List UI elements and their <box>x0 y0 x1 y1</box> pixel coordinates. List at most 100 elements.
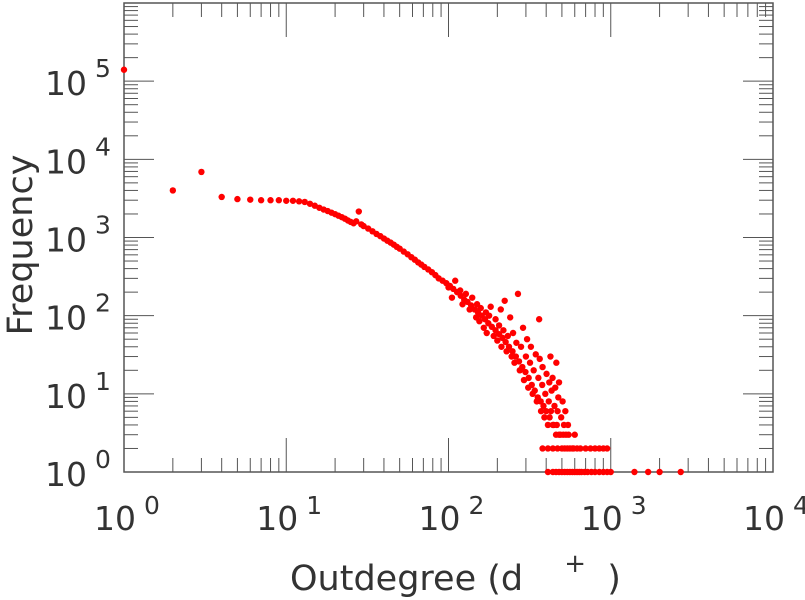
data-point <box>459 301 466 308</box>
data-point <box>445 284 452 291</box>
data-point <box>551 402 558 410</box>
data-point <box>644 468 652 476</box>
data-point <box>553 359 560 366</box>
data-point <box>565 431 572 438</box>
data-point <box>607 468 614 476</box>
x-tick-label: 10 3 <box>581 491 647 538</box>
data-point <box>544 421 552 429</box>
data-point <box>539 363 546 371</box>
data-point <box>234 195 241 203</box>
data-point <box>514 290 522 298</box>
data-point <box>522 353 530 360</box>
data-point <box>577 445 584 452</box>
data-point <box>547 407 555 415</box>
x-tick-label: 10 1 <box>256 491 322 538</box>
data-point <box>559 398 566 405</box>
data-point <box>582 445 589 452</box>
data-point <box>169 187 177 194</box>
data-point <box>492 316 499 323</box>
data-point <box>571 431 578 438</box>
data-point <box>549 374 556 382</box>
data-point <box>525 384 532 391</box>
data-point <box>530 367 537 374</box>
data-point <box>533 398 540 405</box>
y-tick-label: 10 4 <box>45 132 111 181</box>
data-point <box>500 327 507 334</box>
data-point <box>529 390 536 398</box>
x-axis-label-superscript: + <box>564 549 586 579</box>
data-point <box>541 414 548 421</box>
x-tick-label: 10 4 <box>743 491 805 538</box>
data-point <box>547 353 554 360</box>
y-tick-label: 10 0 <box>45 445 111 494</box>
x-axis-label-close: ) <box>607 559 621 599</box>
data-point <box>511 359 518 366</box>
data-point <box>535 374 542 382</box>
data-point <box>456 287 464 294</box>
data-point <box>549 445 557 452</box>
data-point <box>543 370 550 378</box>
data-point <box>526 359 534 366</box>
axis-ticks <box>123 3 773 473</box>
data-point <box>527 343 535 350</box>
y-tick-label: 10 5 <box>45 54 111 103</box>
x-axis-label: Outdegree (d + ) <box>290 541 621 599</box>
data-point <box>603 445 611 452</box>
data-point <box>503 348 510 355</box>
plot-frame <box>123 2 774 473</box>
data-point <box>497 306 504 313</box>
data-point <box>355 208 363 215</box>
data-point <box>555 394 562 401</box>
data-point <box>504 332 512 340</box>
data-point <box>552 384 559 391</box>
x-tick-labels: 10 0 10 1 10 2 10 3 10 4 <box>94 491 805 538</box>
data-point <box>301 198 308 206</box>
data-point <box>544 445 552 452</box>
data-point <box>509 329 517 337</box>
data-point <box>494 337 501 344</box>
data-point <box>542 407 550 415</box>
data-point <box>544 468 552 476</box>
data-point <box>554 407 561 415</box>
data-point <box>546 379 553 386</box>
data-point <box>557 414 565 421</box>
data-point <box>198 168 205 176</box>
data-point <box>538 381 546 389</box>
data-point <box>540 402 547 410</box>
data-point <box>546 414 553 421</box>
data-point <box>120 66 128 73</box>
data-point <box>480 324 487 331</box>
x-tick-label: 10 2 <box>419 491 485 538</box>
data-point <box>539 445 546 452</box>
data-point <box>218 193 225 201</box>
x-tick-label: 10 0 <box>94 491 160 538</box>
data-point <box>275 197 283 204</box>
y-tick-label: 10 3 <box>45 211 111 260</box>
data-point <box>448 294 456 301</box>
data-point <box>537 407 545 415</box>
data-point <box>587 445 594 452</box>
data-point <box>247 196 254 203</box>
data-point <box>553 421 560 429</box>
data-point <box>516 367 523 374</box>
data-point <box>519 324 527 331</box>
data-point <box>267 197 274 204</box>
y-tick-label: 10 1 <box>45 367 111 416</box>
data-point <box>353 218 360 225</box>
data-point <box>483 329 490 337</box>
data-point <box>542 390 549 398</box>
data-point <box>477 304 484 312</box>
data-point <box>562 407 569 415</box>
data-point <box>509 348 516 355</box>
data-point <box>476 317 483 325</box>
data-point <box>522 368 529 376</box>
data-point <box>295 198 303 205</box>
data-points <box>120 66 684 476</box>
data-point <box>502 338 509 346</box>
data-point <box>517 343 525 350</box>
data-point <box>535 316 543 323</box>
x-axis-label-main: Outdegree (d <box>290 559 523 599</box>
data-point <box>508 353 515 360</box>
